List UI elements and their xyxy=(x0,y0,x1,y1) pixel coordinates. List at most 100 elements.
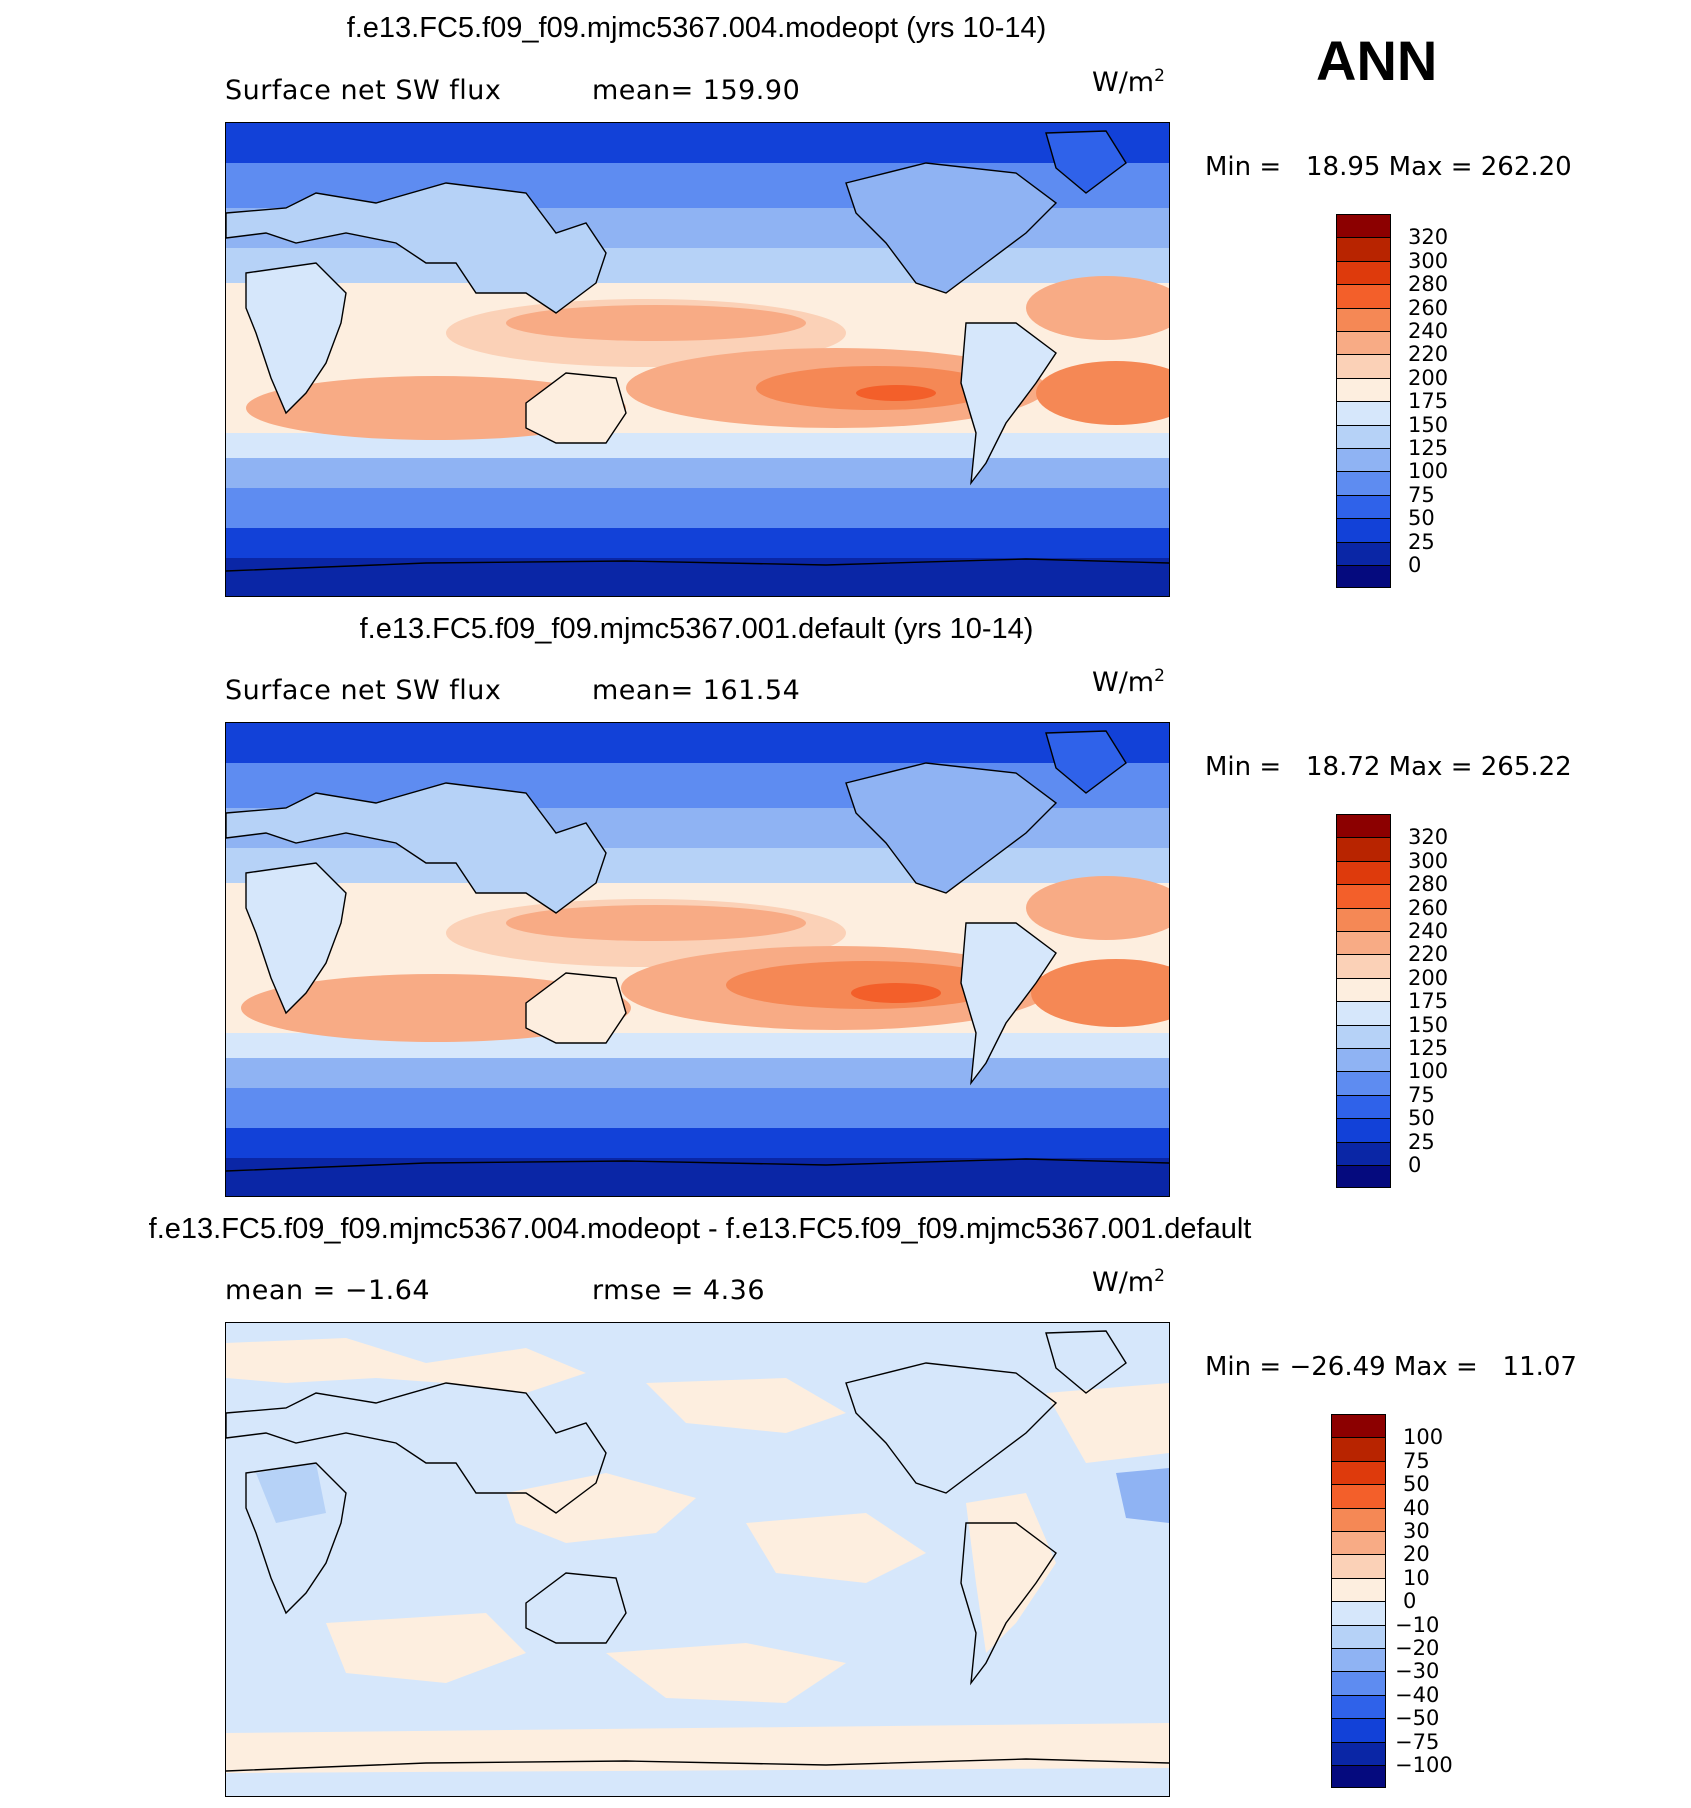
colorbar-tick-label: 0 xyxy=(1408,1153,1422,1177)
colorbar-tick-label: −10 xyxy=(1395,1612,1440,1637)
colorbar-swatch xyxy=(1336,377,1391,402)
colorbar-swatch xyxy=(1331,1507,1386,1531)
colorbar-tick-label: 75 xyxy=(1403,1448,1430,1473)
south-atlantic-high xyxy=(1031,959,1169,1027)
colorbar-tick-label: 280 xyxy=(1408,272,1449,297)
colorbar-swatch xyxy=(1336,284,1391,308)
south-america-landmass xyxy=(960,922,1057,1086)
positive-region xyxy=(1046,1383,1169,1463)
antarctic-coastline xyxy=(226,1758,1169,1772)
colorbar-tick-label: 40 xyxy=(1403,1495,1430,1520)
positive-region xyxy=(746,1513,926,1583)
colorbar-swatch xyxy=(1331,1765,1386,1789)
colorbar-tick-label: 320 xyxy=(1408,825,1449,850)
panel-1-title: f.e13.FC5.f09_f09.mjmc5367.004.modeopt (… xyxy=(346,12,1047,44)
colorbar-tick-label: 50 xyxy=(1403,1472,1430,1497)
south-high-band xyxy=(226,1088,1169,1128)
panel-3-minmax: Min = −26.49 Max = 11.07 xyxy=(1205,1352,1577,1382)
colorbar-swatch xyxy=(1336,494,1391,519)
colorbar-swatch xyxy=(1336,307,1391,331)
colorbar-swatch xyxy=(1336,954,1391,978)
colorbar-tick-label: −20 xyxy=(1395,1636,1440,1660)
panel-1-units-text: W/m xyxy=(1092,67,1155,98)
panel-2-title: f.e13.FC5.f09_f09.mjmc5367.001.default (… xyxy=(359,613,1034,645)
colorbar-tick-label: 125 xyxy=(1408,436,1449,460)
colorbar-tick-label: 240 xyxy=(1408,319,1449,343)
antarctic-coastline xyxy=(226,558,1169,572)
panel-1-units: W/m2 xyxy=(1092,66,1165,98)
colorbar-tick-label: 100 xyxy=(1403,1425,1444,1450)
colorbar-swatch xyxy=(1336,541,1391,565)
north-atlantic-high xyxy=(1026,276,1169,340)
antarctic-coastline xyxy=(226,1158,1169,1172)
colorbar-swatch xyxy=(1336,518,1391,542)
colorbar-tick-label: 30 xyxy=(1403,1519,1430,1543)
north-america-landmass xyxy=(845,762,1058,894)
panel-1-map-svg xyxy=(226,123,1169,596)
colorbar-swatch xyxy=(1336,931,1391,955)
panel-3-title: f.e13.FC5.f09_f09.mjmc5367.004.modeopt -… xyxy=(148,1213,1252,1245)
season-label: ANN xyxy=(1316,29,1438,92)
colorbar-swatch xyxy=(1331,1648,1386,1672)
australia-coastline xyxy=(525,1572,627,1644)
panel-2-units-exponent: 2 xyxy=(1154,666,1165,686)
colorbar-swatch xyxy=(1336,237,1391,261)
colorbar-swatch xyxy=(1336,260,1391,285)
arctic-band xyxy=(226,123,1169,163)
colorbar-swatch xyxy=(1336,401,1391,425)
colorbar-tick-label: 0 xyxy=(1408,553,1422,577)
negative-region xyxy=(1116,1468,1169,1523)
colorbar-swatch xyxy=(1331,1554,1386,1578)
panel-3-units-exponent: 2 xyxy=(1154,1266,1165,1286)
colorbar-swatch xyxy=(1331,1460,1386,1485)
south-atlantic-high xyxy=(1036,361,1169,425)
colorbar-swatch xyxy=(1336,1001,1391,1025)
south-high-band xyxy=(226,488,1169,528)
eurasia-landmass xyxy=(226,782,607,914)
positive-region xyxy=(966,1493,1056,1653)
panel-1-mean-label: mean= 159.90 xyxy=(592,75,801,106)
positive-region xyxy=(506,1473,696,1543)
arctic-band xyxy=(226,723,1169,763)
colorbar-swatch xyxy=(1336,1141,1391,1165)
colorbar-tick-label: 25 xyxy=(1408,529,1435,554)
positive-region xyxy=(646,1378,846,1433)
colorbar-swatch xyxy=(1331,1741,1386,1765)
panel-1-minmax: Min = 18.95 Max = 262.20 xyxy=(1205,152,1572,182)
north-subtropic-band xyxy=(226,248,1169,283)
panel-1-map xyxy=(225,122,1170,597)
colorbar-tick-label: 75 xyxy=(1408,482,1435,507)
panel-3-units-text: W/m xyxy=(1092,1267,1155,1298)
colorbar-swatch xyxy=(1336,884,1391,908)
colorbar-swatch xyxy=(1336,448,1391,472)
colorbar-swatch xyxy=(1336,1048,1391,1072)
positive-region xyxy=(226,1338,586,1393)
colorbar-swatch xyxy=(1331,1624,1386,1648)
panel-2-variable-label: Surface net SW flux xyxy=(225,675,502,706)
africa-landmass xyxy=(245,262,347,415)
north-pacific-core xyxy=(506,905,806,941)
colorbar-tick-label: 200 xyxy=(1408,965,1449,990)
colorbar-swatch xyxy=(1336,471,1391,495)
colorbar-swatch xyxy=(1336,977,1391,1002)
colorbar-swatch xyxy=(1331,1531,1386,1555)
panel-2-minmax: Min = 18.72 Max = 265.22 xyxy=(1205,752,1572,782)
panel-3-map xyxy=(225,1322,1170,1797)
colorbar-tick-label: 260 xyxy=(1408,895,1449,920)
colorbar-swatch xyxy=(1336,214,1391,238)
colorbar-swatch xyxy=(1336,331,1391,355)
southern-ocean-band xyxy=(226,1128,1169,1158)
colorbar-swatch xyxy=(1331,1577,1386,1602)
panel-2-map xyxy=(225,722,1170,1197)
colorbar-swatch xyxy=(1336,860,1391,885)
colorbar-tick-label: −100 xyxy=(1395,1753,1453,1777)
colorbar-tick-label: 260 xyxy=(1408,295,1449,320)
colorbar-tick-label: 150 xyxy=(1408,1012,1449,1037)
panel-1-variable-label: Surface net SW flux xyxy=(225,75,502,106)
eurasia-coastline xyxy=(226,1382,607,1514)
colorbar-tick-label: 220 xyxy=(1408,342,1449,367)
colorbar-swatch xyxy=(1336,814,1391,838)
colorbar-swatch xyxy=(1331,1437,1386,1461)
south-pacific-peak xyxy=(851,983,941,1003)
north-pacific-core xyxy=(506,305,806,341)
